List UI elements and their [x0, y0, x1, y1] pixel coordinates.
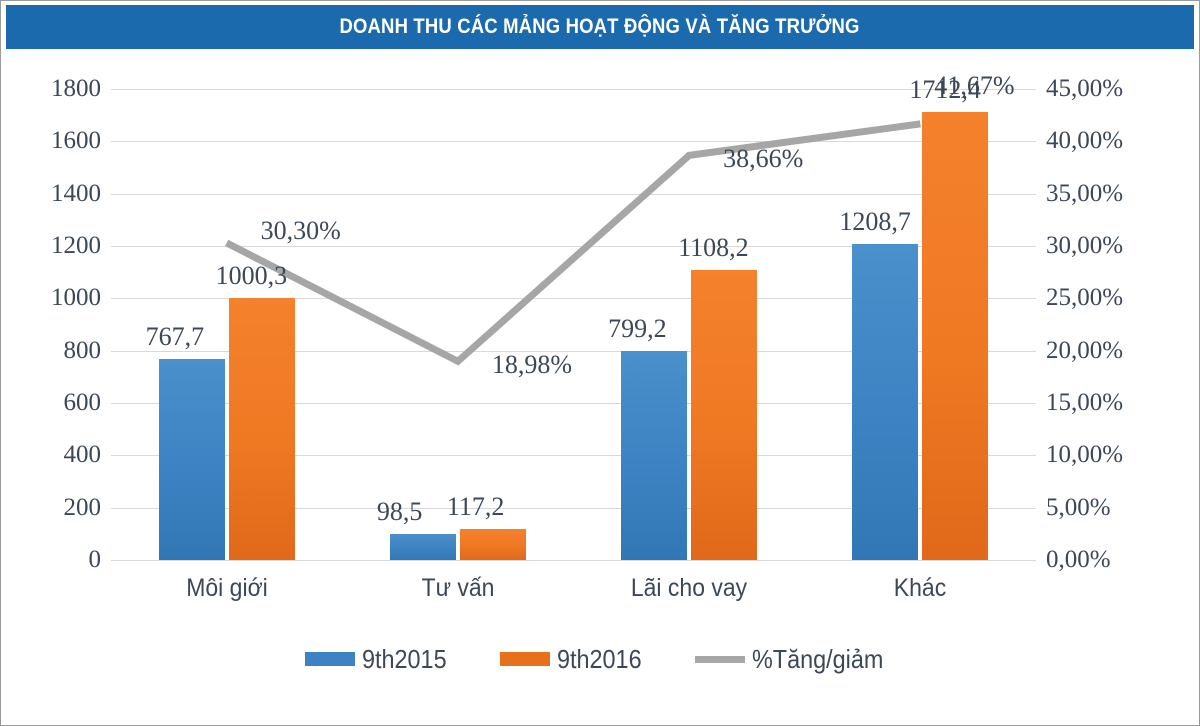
page-title: DOANH THU CÁC MẢNG HOẠT ĐỘNG VÀ TĂNG TRƯ…: [339, 15, 861, 38]
legend-label: 9th2015: [361, 644, 447, 674]
y-axis-left-tick: 600: [63, 389, 102, 416]
growth-value-label: 38,66%: [723, 144, 804, 174]
legend-label: %Tăng/giảm: [751, 644, 883, 674]
y-axis-left-tick: 0: [88, 546, 102, 573]
y-axis-right: 45,00% 40,00% 35,00% 30,00% 25,00% 20,00% 15,0…: [1046, 76, 1196, 572]
bar-9th2015-Tư vấn: [389, 534, 456, 560]
bar-9th2016-Khác: [922, 111, 989, 560]
bar-9th2015-Khác: [852, 243, 919, 560]
bar-value-label: 1000,3: [215, 261, 288, 291]
bar-9th2016-Lãi cho vay: [691, 270, 758, 560]
growth-value-label: 41,67%: [934, 70, 1015, 100]
gridline: [111, 560, 1036, 561]
y-axis-right-tick: 20,00%: [1046, 336, 1124, 364]
bar-9th2015-Lãi cho vay: [621, 350, 688, 560]
growth-value-label: 30,30%: [260, 215, 341, 245]
y-axis-left-tick: 1400: [51, 179, 101, 207]
y-axis-right-tick: 25,00%: [1046, 284, 1124, 312]
gridline: [111, 89, 1036, 90]
legend-swatch-icon: [499, 652, 550, 666]
bar-value-label: 117,2: [446, 492, 505, 522]
legend-line-icon: [694, 655, 745, 663]
y-axis-right-tick: 5,00%: [1046, 493, 1111, 521]
gridline: [111, 403, 1036, 404]
y-axis-right-tick: 10,00%: [1046, 441, 1124, 469]
legend-swatch-icon: [304, 652, 355, 666]
bar-value-label: 799,2: [608, 313, 667, 343]
bar-value-label: 1712,4: [909, 74, 981, 104]
gridline: [111, 455, 1036, 457]
plot-area: 767,7 1000,3 98,5 117,2 799,2 1108,2 1208,7 171…: [111, 72, 1036, 561]
y-axis-right-tick: 35,00%: [1046, 179, 1124, 207]
bar-value-label: 1208,7: [839, 206, 911, 236]
y-axis-left-tick: 200: [63, 493, 102, 521]
bar-9th2016-Tư vấn: [459, 529, 526, 560]
x-axis-label-4: Khác: [894, 574, 947, 602]
chart-legend: 9th2015 9th2016 %Tăng/giảm: [1, 644, 1199, 674]
x-axis-label-2: Tư vấn: [421, 574, 495, 602]
y-axis-right-tick: 40,00%: [1046, 127, 1124, 155]
y-axis-right-tick: 45,00%: [1046, 75, 1124, 102]
y-axis-left-tick: 1200: [51, 232, 101, 259]
y-axis-right-tick: 30,00%: [1046, 232, 1124, 259]
bar-9th2015-Môi giới: [158, 359, 225, 560]
y-axis-left: 1800 1600 1400 1200 1000 800 600 400 200 0: [1, 76, 102, 572]
y-axis-right-tick: 15,00%: [1046, 389, 1124, 416]
bar-9th2016-Môi giới: [228, 298, 295, 560]
y-axis-left-tick: 1800: [51, 75, 101, 102]
y-axis-left-tick: 1600: [51, 127, 101, 155]
bar-value-label: 98,5: [376, 497, 423, 527]
gridline: [111, 507, 1036, 509]
growth-value-label: 18,98%: [491, 350, 573, 380]
chart-title-bar: DOANH THU CÁC MẢNG HOẠT ĐỘNG VÀ TĂNG TRƯ…: [6, 5, 1194, 49]
y-axis-left-tick: 800: [63, 336, 102, 364]
gridline: [111, 141, 1036, 143]
y-axis-left-tick: 1000: [51, 284, 101, 312]
x-axis-label-1: Môi giới: [185, 574, 268, 602]
y-axis-left-tick: 400: [63, 441, 102, 469]
x-axis-label-3: Lãi cho vay: [630, 574, 748, 602]
legend-item-9th2016[interactable]: 9th2016: [499, 644, 651, 674]
legend-label: 9th2016: [556, 644, 642, 674]
bar-value-label: 767,7: [145, 322, 205, 352]
y-axis-right-tick: 0,00%: [1046, 546, 1111, 573]
gridline: [111, 193, 1036, 195]
bar-value-label: 1108,2: [678, 233, 749, 263]
legend-item-9th2015[interactable]: 9th2015: [304, 644, 456, 674]
legend-item-%Tăng/giảm[interactable]: %Tăng/giảm: [694, 644, 898, 674]
